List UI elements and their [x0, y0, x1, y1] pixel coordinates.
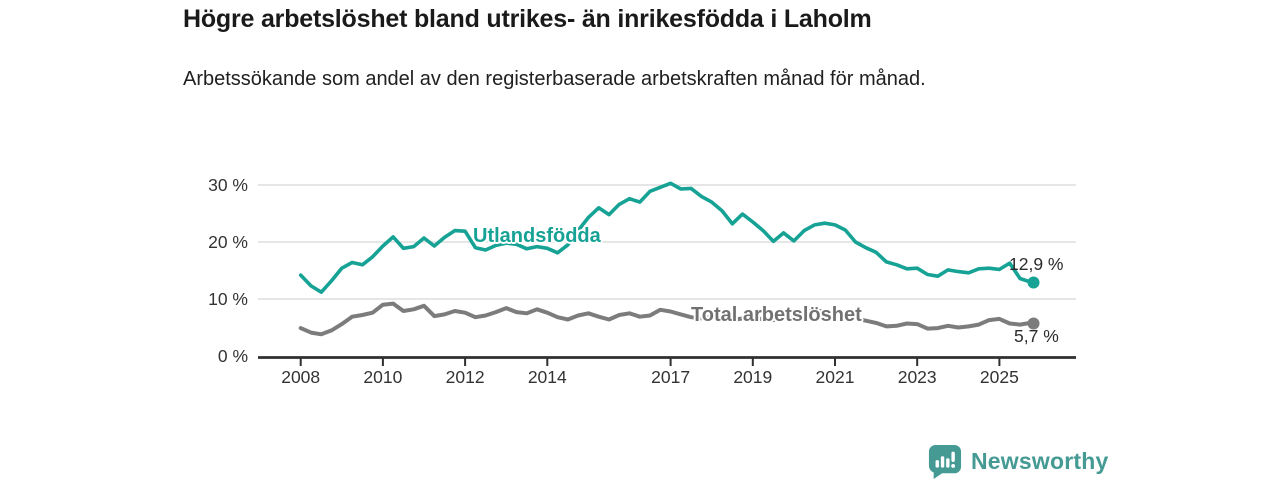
x-tick-label: 2021 — [816, 367, 855, 387]
series-label-total-arbetsloshet: Total arbetslöshet — [691, 304, 862, 326]
y-tick-label: 0 % — [218, 346, 248, 366]
x-tick-label: 2025 — [980, 367, 1019, 387]
end-value-label-total: 5,7 % — [1014, 326, 1059, 346]
x-tick-label: 2014 — [528, 367, 567, 387]
x-tick-label: 2017 — [651, 367, 690, 387]
newsworthy-logo-text: Newsworthy — [971, 448, 1109, 474]
y-tick-label: 20 % — [208, 232, 248, 252]
end-dot-utlandsfodda — [1027, 276, 1040, 289]
end-value-label-utlandsfodda: 12,9 % — [1009, 254, 1064, 274]
x-tick-label: 2019 — [733, 367, 772, 387]
x-tick-label: 2012 — [446, 367, 485, 387]
y-tick-label: 10 % — [208, 289, 248, 309]
page-subtitle: Arbetssökande som andel av den registerb… — [183, 68, 926, 90]
series-label-utlandsfodda: Utlandsfödda — [473, 225, 601, 247]
x-tick-label: 2010 — [363, 367, 402, 387]
end-dot-total — [1027, 317, 1040, 330]
line-utlandsfodda — [298, 181, 1036, 295]
newsworthy-logo-icon — [928, 444, 962, 479]
line-total — [298, 301, 1036, 337]
y-tick-label: 30 % — [208, 175, 248, 195]
newsworthy-logo[interactable]: Newsworthy — [928, 444, 1108, 479]
x-tick-label: 2008 — [281, 367, 320, 387]
page-title: Högre arbetslöshet bland utrikes- än inr… — [183, 5, 872, 33]
x-tick-label: 2023 — [898, 367, 937, 387]
